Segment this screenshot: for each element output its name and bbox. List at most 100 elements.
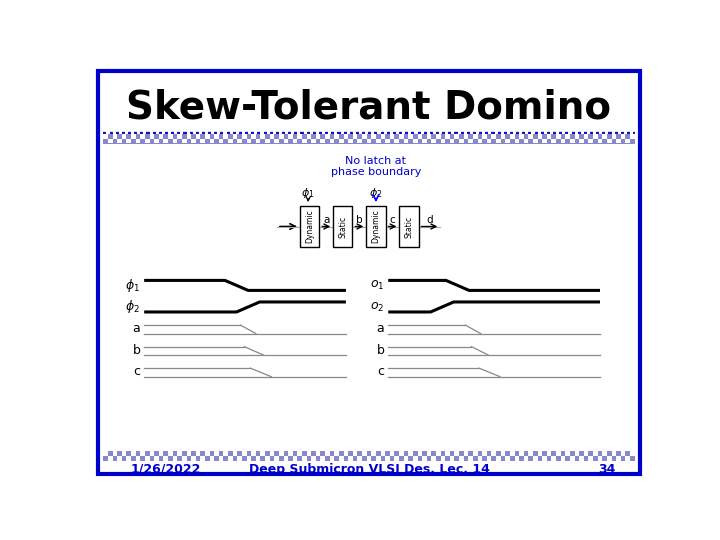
- Bar: [293, 139, 297, 143]
- Bar: [450, 456, 454, 461]
- Bar: [523, 139, 528, 143]
- Bar: [242, 451, 246, 456]
- Bar: [215, 134, 219, 139]
- Bar: [288, 134, 293, 139]
- Bar: [454, 134, 459, 139]
- Bar: [519, 134, 523, 139]
- Bar: [186, 134, 191, 139]
- Bar: [556, 134, 561, 139]
- Bar: [122, 451, 127, 456]
- Bar: [441, 456, 445, 461]
- Bar: [427, 451, 431, 456]
- Bar: [210, 139, 215, 143]
- Text: Static: Static: [338, 215, 347, 238]
- Bar: [279, 134, 284, 139]
- Bar: [542, 139, 547, 143]
- Bar: [173, 139, 177, 143]
- Text: $\phi_2$: $\phi_2$: [125, 299, 140, 315]
- Bar: [482, 451, 487, 456]
- Bar: [274, 139, 279, 143]
- Bar: [297, 451, 302, 456]
- Bar: [408, 451, 413, 456]
- Bar: [261, 134, 265, 139]
- Bar: [630, 134, 634, 139]
- Bar: [496, 456, 500, 461]
- Bar: [343, 134, 348, 139]
- Bar: [593, 134, 598, 139]
- Bar: [135, 139, 140, 143]
- Text: $\phi_2$: $\phi_2$: [369, 186, 382, 200]
- Bar: [297, 134, 302, 139]
- Bar: [556, 451, 561, 456]
- Bar: [233, 451, 238, 456]
- Bar: [131, 451, 135, 456]
- Bar: [492, 134, 496, 139]
- Text: b: b: [132, 343, 140, 356]
- Bar: [528, 451, 533, 456]
- Bar: [399, 134, 404, 139]
- Bar: [104, 134, 108, 139]
- Bar: [390, 134, 395, 139]
- Bar: [223, 451, 228, 456]
- Bar: [302, 456, 307, 461]
- Bar: [607, 456, 611, 461]
- Bar: [362, 134, 366, 139]
- Bar: [611, 451, 616, 456]
- Bar: [131, 134, 135, 139]
- Bar: [418, 134, 422, 139]
- Bar: [616, 456, 621, 461]
- Bar: [238, 456, 242, 461]
- Text: $o_1$: $o_1$: [370, 279, 384, 292]
- Bar: [330, 139, 334, 143]
- Text: a: a: [377, 322, 384, 335]
- Text: c: c: [133, 365, 140, 378]
- Bar: [334, 134, 339, 139]
- Bar: [200, 456, 205, 461]
- Bar: [473, 451, 477, 456]
- Bar: [464, 451, 468, 456]
- Bar: [547, 134, 552, 139]
- Bar: [270, 451, 274, 456]
- Bar: [477, 456, 482, 461]
- Bar: [182, 456, 186, 461]
- Bar: [112, 451, 117, 456]
- Bar: [500, 451, 505, 456]
- Bar: [177, 134, 182, 139]
- Bar: [366, 456, 372, 461]
- Bar: [251, 451, 256, 456]
- Bar: [621, 451, 626, 456]
- Bar: [445, 451, 450, 456]
- Bar: [626, 456, 630, 461]
- Bar: [108, 456, 112, 461]
- Bar: [186, 451, 191, 456]
- Bar: [325, 134, 330, 139]
- Bar: [145, 139, 150, 143]
- Bar: [445, 134, 450, 139]
- Bar: [284, 456, 288, 461]
- Bar: [348, 456, 353, 461]
- Bar: [288, 451, 293, 456]
- Bar: [256, 139, 261, 143]
- Bar: [616, 139, 621, 143]
- Bar: [191, 139, 196, 143]
- Bar: [127, 139, 131, 143]
- Bar: [579, 456, 584, 461]
- Bar: [251, 134, 256, 139]
- Bar: [570, 456, 575, 461]
- Bar: [570, 139, 575, 143]
- Bar: [140, 451, 145, 456]
- Bar: [519, 451, 523, 456]
- Text: b: b: [377, 343, 384, 356]
- Bar: [547, 451, 552, 456]
- Bar: [163, 139, 168, 143]
- Bar: [579, 139, 584, 143]
- Bar: [372, 451, 376, 456]
- Bar: [163, 456, 168, 461]
- Text: 34: 34: [598, 463, 616, 476]
- Bar: [552, 456, 556, 461]
- Bar: [422, 456, 427, 461]
- Bar: [177, 451, 182, 456]
- Bar: [441, 139, 445, 143]
- Bar: [320, 139, 325, 143]
- Bar: [302, 139, 307, 143]
